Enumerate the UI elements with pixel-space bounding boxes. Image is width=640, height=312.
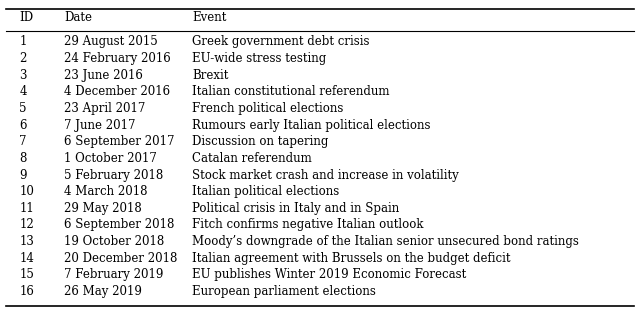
Text: European parliament elections: European parliament elections [192,285,376,298]
Text: ID: ID [19,11,33,24]
Text: 20 December 2018: 20 December 2018 [64,252,177,265]
Text: 7 June 2017: 7 June 2017 [64,119,136,132]
Text: Political crisis in Italy and in Spain: Political crisis in Italy and in Spain [192,202,399,215]
Text: 1: 1 [19,35,27,48]
Text: Italian political elections: Italian political elections [192,185,339,198]
Text: 8: 8 [19,152,27,165]
Text: EU-wide stress testing: EU-wide stress testing [192,52,326,65]
Text: French political elections: French political elections [192,102,344,115]
Text: 29 August 2015: 29 August 2015 [64,35,157,48]
Text: 2: 2 [19,52,27,65]
Text: Greek government debt crisis: Greek government debt crisis [192,35,369,48]
Text: 7: 7 [19,135,27,148]
Text: 23 April 2017: 23 April 2017 [64,102,145,115]
Text: 4: 4 [19,85,27,98]
Text: Stock market crash and increase in volatility: Stock market crash and increase in volat… [192,168,459,182]
Text: 7 February 2019: 7 February 2019 [64,268,163,281]
Text: 12: 12 [19,218,34,232]
Text: 26 May 2019: 26 May 2019 [64,285,142,298]
Text: Catalan referendum: Catalan referendum [192,152,312,165]
Text: Rumours early Italian political elections: Rumours early Italian political election… [192,119,431,132]
Text: Italian constitutional referendum: Italian constitutional referendum [192,85,390,98]
Text: Event: Event [192,11,227,24]
Text: 6 September 2018: 6 September 2018 [64,218,174,232]
Text: 24 February 2016: 24 February 2016 [64,52,171,65]
Text: 6 September 2017: 6 September 2017 [64,135,175,148]
Text: 5: 5 [19,102,27,115]
Text: 5 February 2018: 5 February 2018 [64,168,163,182]
Text: 6: 6 [19,119,27,132]
Text: 15: 15 [19,268,34,281]
Text: Date: Date [64,11,92,24]
Text: 13: 13 [19,235,34,248]
Text: 4 December 2016: 4 December 2016 [64,85,170,98]
Text: 23 June 2016: 23 June 2016 [64,69,143,82]
Text: 19 October 2018: 19 October 2018 [64,235,164,248]
Text: 10: 10 [19,185,34,198]
Text: 14: 14 [19,252,34,265]
Text: Brexit: Brexit [192,69,228,82]
Text: 4 March 2018: 4 March 2018 [64,185,147,198]
Text: 11: 11 [19,202,34,215]
Text: EU publishes Winter 2019 Economic Forecast: EU publishes Winter 2019 Economic Foreca… [192,268,467,281]
Text: Italian agreement with Brussels on the budget deficit: Italian agreement with Brussels on the b… [192,252,511,265]
Text: 9: 9 [19,168,27,182]
Text: 29 May 2018: 29 May 2018 [64,202,141,215]
Text: 3: 3 [19,69,27,82]
Text: 16: 16 [19,285,34,298]
Text: Discussion on tapering: Discussion on tapering [192,135,328,148]
Text: Fitch confirms negative Italian outlook: Fitch confirms negative Italian outlook [192,218,424,232]
Text: Moody’s downgrade of the Italian senior unsecured bond ratings: Moody’s downgrade of the Italian senior … [192,235,579,248]
Text: 1 October 2017: 1 October 2017 [64,152,157,165]
